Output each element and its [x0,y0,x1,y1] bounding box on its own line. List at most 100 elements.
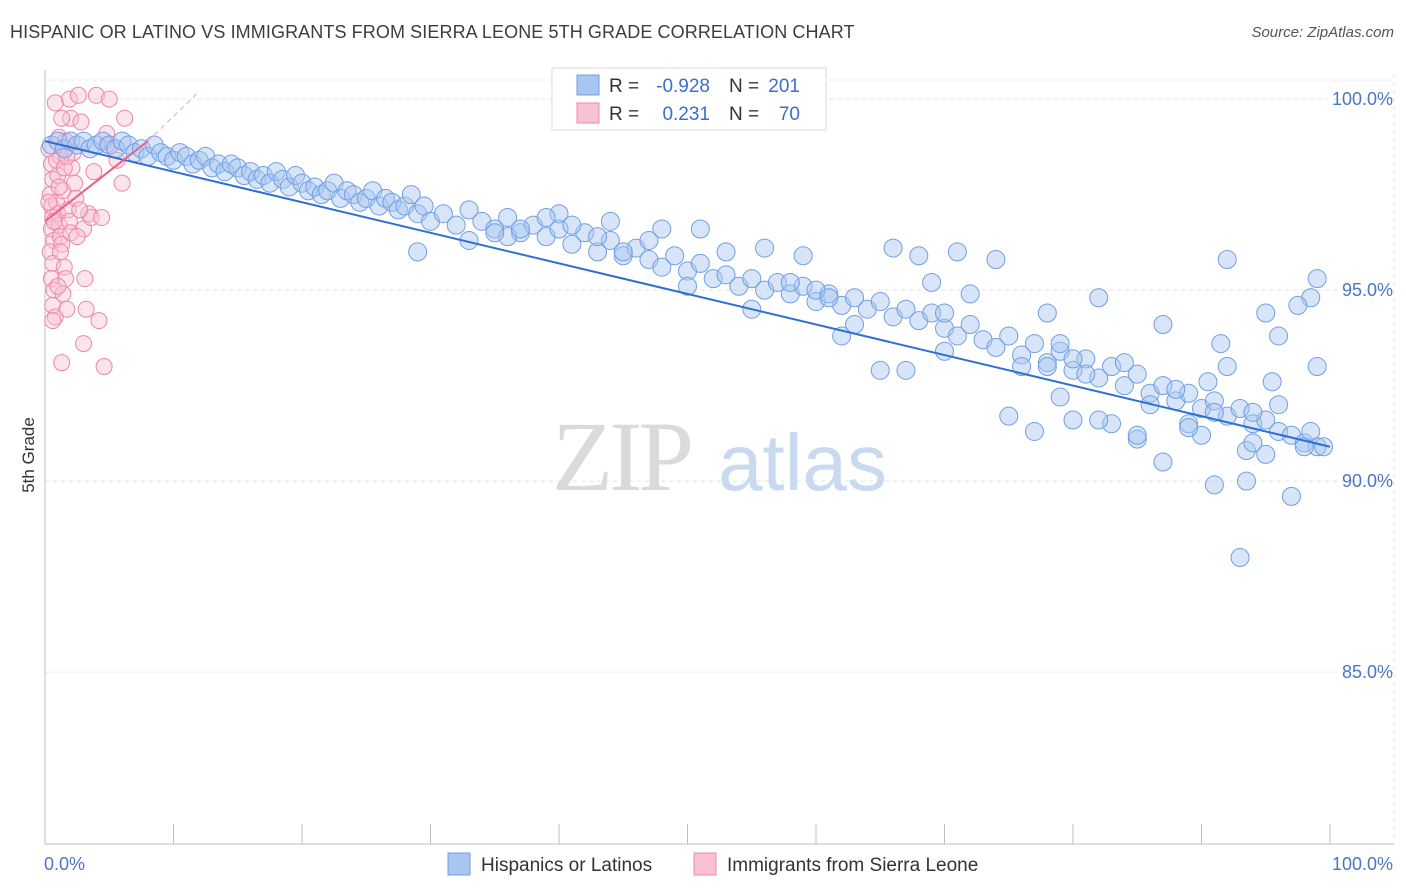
point-sierra-leone-32 [62,109,80,127]
point-hispanic-140 [960,284,980,304]
point-hispanic-153 [1269,395,1289,415]
point-sierra-leone-37 [72,113,90,131]
point-hispanic-182 [1127,425,1147,445]
legend-item-sierra-leone-swatch [693,852,717,876]
point-sierra-leone-58 [50,178,68,196]
legend-r-label-1: R = [609,76,639,97]
point-hispanic-113 [1114,376,1134,396]
point-hispanic-16 [144,135,164,155]
point-hispanic-195 [780,272,800,292]
point-hispanic-150 [1217,357,1237,376]
point-hispanic-177 [1269,326,1289,346]
point-hispanic-105 [1012,345,1032,365]
point-hispanic-103 [986,337,1006,357]
point-hispanic-162 [1307,357,1327,376]
point-sierra-leone-36 [69,86,87,104]
point-hispanic-183 [1179,418,1199,438]
point-hispanic-165 [1262,372,1282,392]
point-sierra-leone-43 [85,163,103,181]
point-sierra-leone-67 [53,109,71,127]
point-hispanic-192 [922,272,942,292]
tick-labels: 100.0% 95.0% 90.0% 85.0% 0.0% 100.0% [44,89,1393,874]
point-hispanic-174 [1256,303,1276,323]
axes [44,70,1394,845]
point-hispanic-167 [1050,334,1070,354]
point-hispanic-56 [401,185,421,205]
point-hispanic-109 [1063,360,1083,380]
legend-n-label-1: N = [729,76,759,97]
point-hispanic-173 [1217,250,1237,270]
point-hispanic-184 [1204,402,1224,422]
point-hispanic-175 [1288,295,1308,315]
x-tick-label-0: 0.0% [44,854,85,874]
chart-title: HISPANIC OR LATINO VS IMMIGRANTS FROM SI… [10,22,855,42]
point-sierra-leone-63 [68,228,86,246]
point-hispanic-198 [819,288,839,308]
watermark-atlas: atlas [718,418,887,507]
legend-n-label-2: N = [729,104,759,125]
point-hispanic-185 [999,406,1019,426]
point-hispanic-138 [883,238,903,258]
point-hispanic-181 [1089,410,1109,430]
point-hispanic-132 [600,211,620,231]
point-hispanic-94 [870,292,890,312]
point-hispanic-112 [1102,357,1122,376]
point-hispanic-180 [1063,410,1083,430]
point-hispanic-202 [639,230,659,250]
point-hispanic-142 [1012,357,1032,376]
point-hispanic-77 [652,257,672,277]
point-hispanic-208 [485,223,505,243]
watermark: ZIP atlas [552,401,887,512]
point-sierra-leone-52 [116,109,134,127]
trend-line-hispanic [44,140,1331,448]
watermark-zip: ZIP [552,401,690,512]
point-hispanic-104 [999,326,1019,346]
legend-item-sierra-leone: Immigrants from Sierra Leone [727,855,978,876]
point-hispanic-205 [562,215,582,235]
point-hispanic-116 [1153,376,1173,396]
point-hispanic-118 [1179,383,1199,403]
point-hispanic-41 [305,177,325,197]
point-sierra-leone-61 [44,312,62,330]
point-sierra-leone-33 [66,174,84,192]
point-hispanic-151 [1243,402,1263,422]
point-hispanic-144 [1063,349,1083,369]
point-hispanic-129 [408,242,428,262]
point-hispanic-69 [549,219,569,239]
point-hispanic-19 [164,150,183,170]
point-hispanic-80 [690,253,710,273]
point-hispanic-161 [1281,486,1301,506]
point-sierra-leone-64 [76,270,94,288]
point-hispanic-179 [1301,421,1321,441]
legend-item-hispanic-swatch [447,852,471,876]
point-hispanic-82 [716,265,736,285]
point-sierra-leone-59 [45,212,63,230]
point-hispanic-78 [665,246,685,266]
point-hispanic-191 [896,360,916,380]
point-hispanic-12 [119,135,139,155]
legend-swatch-pink [576,102,600,124]
point-hispanic-101 [960,314,980,334]
point-sierra-leone-68 [40,193,58,211]
point-hispanic-146 [1114,353,1134,373]
point-hispanic-196 [755,238,775,258]
trend-lines [44,91,1331,448]
point-hispanic-65 [498,208,518,228]
point-hispanic-168 [1102,414,1122,434]
source-label: Source: ZipAtlas.com [1251,24,1394,41]
point-hispanic-14 [131,139,151,159]
point-sierra-leone-47 [95,358,113,375]
point-hispanic-188 [1076,364,1096,384]
point-hispanic-190 [870,360,890,380]
point-hispanic-61 [446,215,466,235]
point-hispanic-47 [343,185,363,205]
point-sierra-leone-53 [46,94,64,112]
point-hispanic-169 [1153,314,1173,334]
legend-r-value-1: -0.928 [656,76,710,97]
point-sierra-leone-25 [58,300,76,318]
point-sierra-leone-49 [100,90,118,108]
y-tick-label-3: 85.0% [1342,662,1393,682]
trend-line-sierra-leone [44,140,149,223]
point-hispanic-45 [331,188,351,208]
